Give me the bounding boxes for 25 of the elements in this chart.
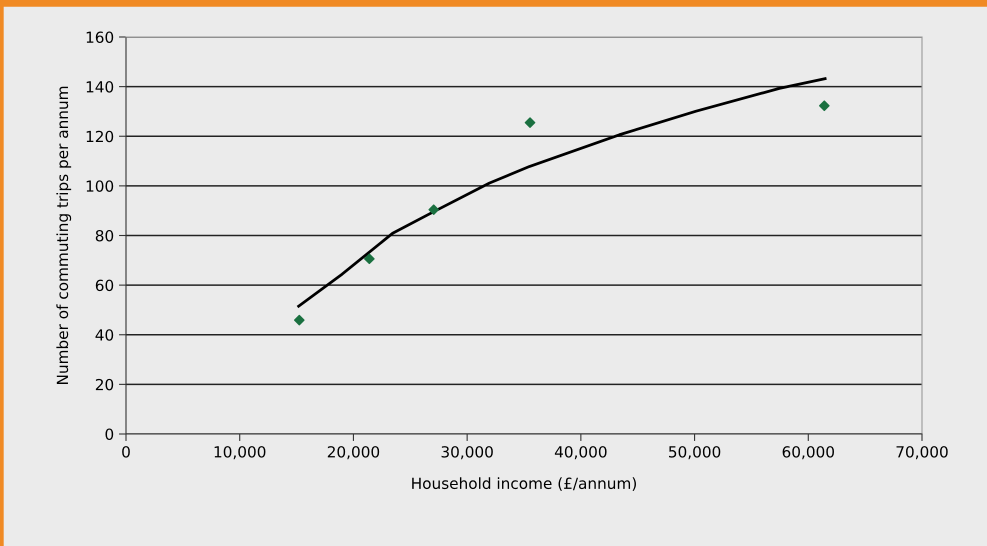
point [524, 117, 536, 128]
y-tick-label: 100 [86, 180, 114, 192]
y-tick-label: 20 [96, 378, 114, 390]
y-tick-label: 140 [86, 81, 114, 93]
y-tick-label: 0 [105, 428, 114, 440]
point [819, 100, 830, 112]
x-tick-label: 30,000 [442, 446, 493, 460]
x-tick-label: 20,000 [328, 446, 380, 460]
x-tick-label: 60,000 [782, 446, 834, 460]
x-tick-label: 0 [122, 446, 130, 458]
x-tick-label: 50,000 [669, 446, 720, 460]
y-axis-title: Number of commuting trips per annum [56, 86, 72, 384]
point [364, 254, 375, 264]
x-tick-label: 10,000 [214, 446, 266, 460]
point [294, 314, 305, 326]
point [428, 204, 440, 215]
y-tick-label: 160 [86, 31, 114, 44]
y-tick-label: 120 [86, 130, 114, 142]
y-tick-label: 60 [96, 280, 114, 292]
x-axis-title: Household income (£/annum) [412, 477, 636, 491]
y-tick-label: 40 [96, 329, 114, 341]
x-tick-label: 70,000 [896, 446, 948, 460]
x-tick-label: 40,000 [554, 446, 607, 460]
y-tick-label: 80 [96, 230, 114, 242]
line-series [297, 77, 827, 308]
